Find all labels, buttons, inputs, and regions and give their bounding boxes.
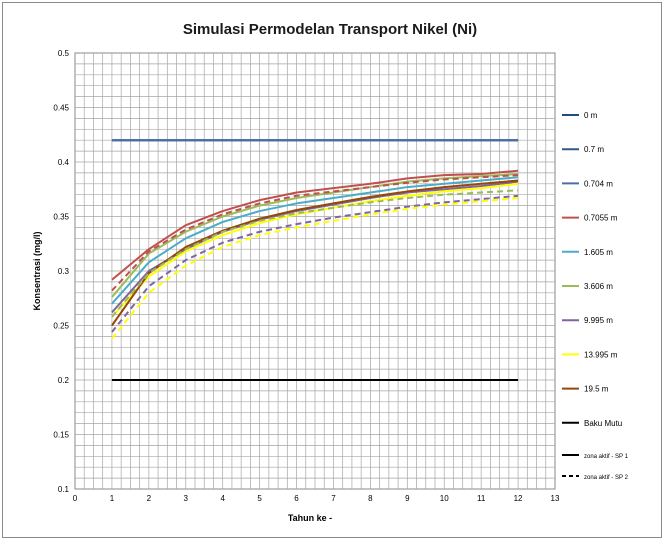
y-tick-label: 0.2 [58, 376, 70, 385]
legend-label: zona aktif - SP 2 [584, 475, 629, 481]
series-line-1-605-m [111, 176, 519, 305]
y-tick-label: 0.25 [53, 322, 69, 331]
x-axis-title: Tahun ke - [288, 513, 332, 523]
series-lines [111, 139, 519, 381]
x-tick-label: 5 [257, 494, 262, 503]
y-tick-label: 0.15 [53, 431, 69, 440]
x-tick-label: 4 [220, 494, 225, 503]
series-line-dashed-12 [111, 174, 519, 292]
chart-title: Simulasi Permodelan Transport Nikel (Ni) [183, 21, 477, 38]
legend-label: 1.605 m [584, 248, 613, 257]
y-tick-label: 0.3 [58, 267, 70, 276]
series-line-dashed-15 [111, 196, 519, 340]
y-axis-title: Konsentrasi (mg/l) [32, 231, 42, 310]
legend-label: 9.995 m [584, 316, 613, 325]
series-line-dashed-13 [111, 189, 519, 318]
legend-label: Baku Mutu [584, 419, 622, 428]
legend-label: 3.606 m [584, 282, 613, 291]
x-tick-label: 10 [440, 494, 449, 503]
x-axis-ticks: 0 1 2 3 4 5 6 7 8 9 10 11 12 13 [73, 494, 560, 503]
x-tick-label: 1 [110, 494, 115, 503]
x-tick-label: 11 [477, 494, 486, 503]
series-line-0-7055-m [111, 169, 519, 281]
legend-label: 13.995 m [584, 350, 618, 359]
y-tick-label: 0.45 [53, 104, 69, 113]
x-tick-label: 8 [368, 494, 373, 503]
x-tick-label: 13 [551, 494, 560, 503]
series-line-3-606-m [111, 172, 519, 298]
y-tick-label: 0.4 [58, 158, 70, 167]
x-tick-label: 2 [147, 494, 152, 503]
grid [74, 52, 556, 490]
legend-label: 0.7 m [584, 145, 604, 154]
legend-label: 0.704 m [584, 179, 613, 188]
x-tick-label: 0 [73, 494, 78, 503]
x-tick-label: 12 [514, 494, 523, 503]
legend-label: 0 m [584, 111, 598, 120]
y-axis-ticks: 0.1 0.15 0.2 0.25 0.3 0.35 0.4 0.45 0.5 [53, 49, 69, 494]
y-tick-label: 0.5 [58, 49, 70, 58]
x-tick-label: 3 [184, 494, 189, 503]
legend: 0 m 0.7 m 0.704 m 0.7055 m 1.605 m 3.606 m 9.9… [562, 111, 629, 481]
legend-label: 19.5 m [584, 385, 609, 394]
legend-label: 0.7055 m [584, 214, 618, 223]
x-tick-label: 6 [294, 494, 299, 503]
series-line-19-5-m [111, 179, 519, 327]
y-tick-label: 0.1 [58, 485, 70, 494]
x-tick-label: 9 [405, 494, 410, 503]
y-tick-label: 0.35 [53, 213, 69, 222]
x-tick-label: 7 [331, 494, 336, 503]
series-line-13-995-m [111, 182, 519, 318]
legend-label: zona aktif - SP 1 [584, 454, 629, 460]
